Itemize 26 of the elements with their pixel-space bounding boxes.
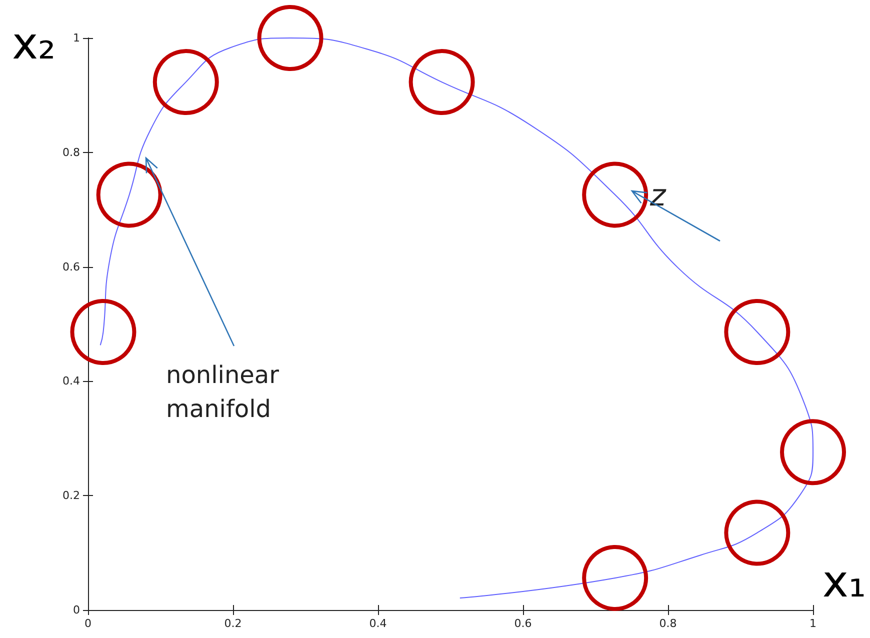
annotation: nonlinear manifold: [166, 361, 280, 423]
point: [780, 419, 846, 486]
y-tick-label: 0.4: [62, 374, 80, 388]
point: [724, 299, 790, 365]
point: [408, 49, 475, 116]
point: [724, 500, 790, 566]
point: [582, 544, 648, 611]
point: [582, 162, 648, 228]
y-axis-title: x₂: [12, 18, 56, 70]
x-tick-label: 0.4: [369, 617, 387, 630]
x-tick-label: 0.2: [224, 617, 242, 630]
y-tick-label: 0.2: [62, 489, 80, 502]
x-axis-title: x₁: [822, 556, 866, 608]
y-tick-label: 0: [73, 604, 80, 616]
point: [70, 299, 136, 365]
y-tick-label: 0.8: [62, 146, 80, 159]
point: [152, 49, 219, 116]
x-tick-label: 0.8: [659, 617, 677, 630]
line-series: [100, 38, 814, 598]
x-tick-label: 1: [810, 617, 816, 630]
y-tick-label: 1: [73, 32, 80, 44]
y-tick-label: 0.6: [62, 260, 80, 274]
point: [96, 162, 162, 228]
x-tick-label: 0: [84, 617, 92, 630]
point: [257, 5, 324, 71]
x-tick-label: 0.6: [514, 617, 532, 630]
